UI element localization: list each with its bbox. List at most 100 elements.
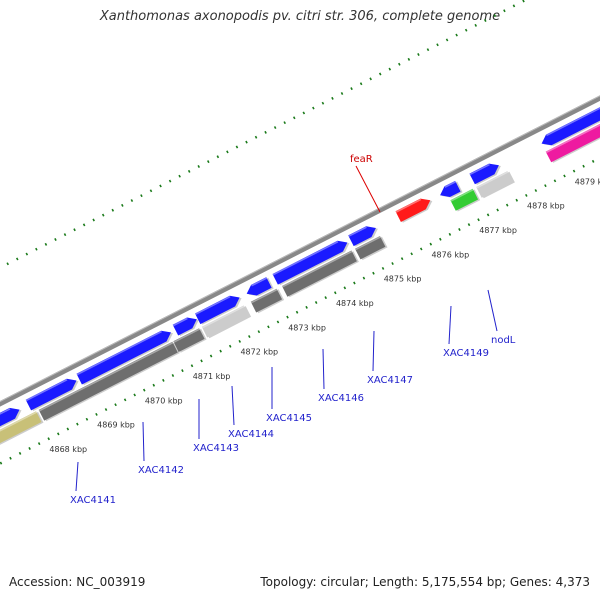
tick-mark [228, 344, 232, 348]
tick-mark [267, 325, 270, 329]
tick-mark [378, 72, 382, 76]
tick-mark [312, 106, 315, 110]
tick-mark [458, 228, 461, 231]
gene-highlight [201, 305, 245, 329]
gene-label: XAC4146 [318, 393, 364, 404]
tick-mark [496, 208, 499, 212]
tick-mark [534, 189, 538, 193]
gene-highlight [444, 181, 456, 188]
tick-mark [464, 28, 468, 32]
tick-mark [436, 43, 439, 47]
gene-feature [282, 250, 357, 297]
tick-mark [209, 354, 213, 358]
tick-mark [343, 286, 347, 290]
tick-mark [149, 189, 153, 193]
tick-mark [429, 242, 433, 246]
tick-mark [372, 271, 375, 275]
tick-mark [276, 320, 280, 324]
gene-feature [476, 171, 513, 198]
tick-mark [219, 349, 222, 353]
gene-highlight [0, 411, 37, 432]
axis-tick-label: 4874 kbp [336, 299, 374, 308]
tick-mark [553, 179, 557, 183]
tick-mark [467, 223, 471, 227]
gene-label: feaR [350, 154, 373, 165]
tick-mark [417, 53, 420, 57]
tick-mark [159, 184, 162, 188]
tick-mark [257, 330, 261, 334]
tick-mark [563, 174, 566, 178]
tick-mark [44, 242, 48, 246]
tick-mark [515, 198, 519, 202]
gene-highlight [251, 277, 268, 287]
gene-feature [355, 236, 386, 260]
accession-text: Accession: NC_003919 [9, 575, 146, 589]
tick-mark [503, 9, 506, 13]
tick-mark [302, 111, 306, 115]
tick-mark [101, 213, 105, 217]
tick-mark [111, 208, 115, 212]
tick-mark [331, 96, 334, 100]
gene-highlight [348, 226, 367, 237]
tick-mark [254, 135, 258, 139]
tick-mark [305, 305, 308, 309]
genome-summary: Topology: circular; Length: 5,175,554 bp… [260, 575, 590, 589]
gene-highlight [0, 408, 11, 415]
tick-mark [419, 247, 423, 251]
tick-mark [264, 130, 267, 134]
tick-mark [56, 432, 60, 436]
gene-label: XAC4142 [138, 465, 184, 476]
tick-mark [216, 155, 220, 159]
gene-highlight [395, 198, 422, 213]
gene-highlight [546, 107, 600, 137]
gene-feature [246, 277, 272, 296]
gene-feature [272, 240, 348, 285]
tick-mark [226, 150, 229, 154]
tick-mark [238, 339, 242, 343]
axis-tick-label: 4878 kbp [527, 202, 565, 211]
gene-feature [0, 411, 42, 444]
axis-tick-label: 4876 kbp [431, 250, 469, 259]
axis-tick-label: 4879 kbp [575, 177, 600, 186]
label-leader-line [448, 305, 452, 345]
gene-highlight [250, 288, 278, 304]
gene-label: XAC4149 [443, 348, 489, 359]
tick-mark [76, 422, 79, 426]
tick-mark [248, 335, 251, 339]
gene-highlight [476, 171, 509, 189]
tick-mark [359, 82, 363, 86]
gene-feature [195, 295, 240, 325]
gene-feature [440, 180, 461, 197]
tick-mark [123, 398, 127, 402]
tick-mark [292, 116, 296, 120]
tick-mark [73, 228, 76, 232]
tick-mark [283, 121, 286, 125]
tick-mark [197, 164, 201, 168]
gene-feature [469, 163, 499, 185]
tick-mark [381, 266, 385, 270]
label-leader-line [231, 385, 235, 426]
axis-tick-label: 4877 kbp [479, 226, 517, 235]
tick-mark [448, 232, 452, 236]
tick-mark [63, 233, 67, 237]
tick-mark [37, 442, 41, 446]
tick-mark [398, 62, 401, 66]
gene-label: XAC4145 [266, 413, 312, 424]
backbone-line [0, 95, 600, 407]
label-leader-line [142, 421, 145, 462]
axis-tick-label: 4870 kbp [145, 396, 183, 405]
tick-mark [28, 447, 31, 450]
tick-mark [439, 237, 442, 241]
tick-mark [407, 57, 411, 61]
tick-mark [350, 87, 353, 91]
tick-mark [0, 461, 3, 465]
gene-feature [25, 378, 77, 411]
gene-feature [395, 198, 431, 222]
tick-mark [168, 179, 172, 183]
tick-mark [362, 276, 366, 280]
genome-title: Xanthomonas axonopodis pv. citri str. 30… [99, 9, 501, 24]
tick-mark [200, 359, 203, 363]
tick-mark [295, 310, 299, 314]
tick-mark [505, 203, 509, 207]
axis-tick-label: 4868 kbp [49, 445, 87, 454]
